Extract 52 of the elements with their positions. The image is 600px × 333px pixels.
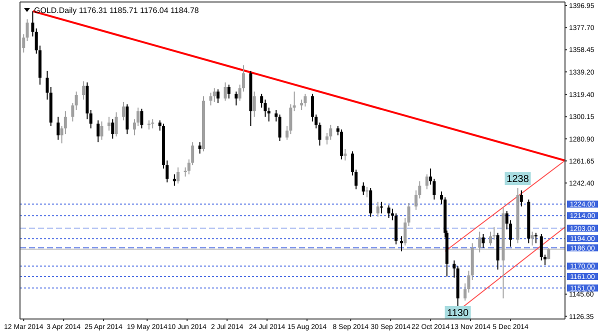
candlestick — [140, 108, 144, 129]
candlestick — [534, 232, 538, 244]
candlestick — [278, 114, 282, 142]
text: GOLD.Daily 1176.31 1185.71 1176.04 1184.78 — [34, 6, 200, 15]
candlestick — [224, 82, 227, 102]
annotation: 1238 — [506, 174, 530, 186]
candlestick — [56, 116, 60, 140]
candlestick — [260, 93, 264, 108]
candlestick — [530, 231, 534, 246]
candlestick — [22, 34, 26, 54]
candlestick — [478, 231, 482, 253]
candlestick — [274, 109, 278, 122]
candlestick — [407, 202, 410, 226]
candlestick — [369, 188, 372, 218]
candlestick — [216, 88, 220, 104]
candlestick — [489, 231, 492, 246]
candlestick — [26, 18, 29, 42]
candlestick — [111, 118, 114, 140]
annotation: 1130 — [447, 308, 469, 319]
candlestick — [71, 102, 74, 122]
candlestick — [108, 116, 111, 132]
candlestick — [100, 120, 104, 140]
candlestick — [376, 201, 380, 218]
candlestick — [122, 101, 126, 121]
candlestick — [114, 112, 118, 137]
candlestick — [82, 80, 86, 100]
candlestick — [329, 124, 332, 140]
candlestick — [212, 88, 216, 102]
candlestick — [74, 91, 78, 110]
candlestick — [89, 109, 92, 129]
candlestick — [126, 104, 129, 135]
candlestick — [482, 234, 485, 248]
candlestick — [176, 166, 180, 184]
candlestick — [318, 122, 322, 146]
candlestick — [344, 148, 347, 161]
candlestick — [31, 10, 34, 37]
candlestick — [404, 217, 407, 246]
candlestick — [96, 120, 100, 143]
candlestick — [540, 234, 543, 261]
candlestick — [252, 91, 256, 118]
candlestick — [227, 84, 230, 99]
candlestick — [304, 93, 307, 108]
candlestick — [520, 190, 523, 207]
candlestick — [452, 260, 456, 278]
candlestick — [425, 174, 428, 190]
candlestick — [209, 92, 212, 106]
candlestick — [362, 182, 365, 196]
candlestick — [234, 91, 238, 106]
candlestick — [147, 120, 150, 130]
candlestick — [264, 99, 267, 118]
candlestick — [198, 142, 202, 154]
candlestick — [387, 204, 390, 218]
